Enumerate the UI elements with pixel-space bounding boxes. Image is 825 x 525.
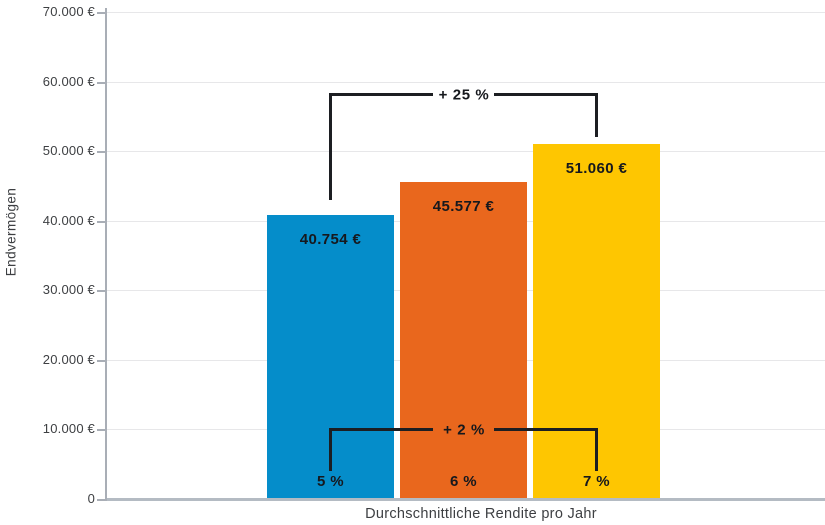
annotation-bottom-label: + 2 % (443, 421, 485, 439)
gridline (107, 82, 825, 83)
y-tick-label: 0 (87, 491, 95, 506)
y-axis-title: Endvermögen (3, 187, 19, 277)
y-tick-label: 70.000 € (42, 4, 95, 19)
annotation-top-label: + 25 % (438, 86, 490, 104)
bar-category-label: 5 % (316, 473, 345, 490)
annotation-top-drop-left (329, 93, 332, 200)
y-tick-mark (97, 221, 107, 223)
y-axis-line (105, 8, 107, 500)
annotation-top-drop-right (595, 93, 598, 137)
y-tick-mark (97, 12, 107, 14)
y-tick-label: 50.000 € (42, 143, 95, 158)
annotation-top-line-left (329, 93, 433, 96)
y-tick-label: 40.000 € (42, 213, 95, 228)
bar-value-label: 51.060 € (565, 160, 628, 177)
y-tick-label: 20.000 € (42, 352, 95, 367)
y-tick-label: 10.000 € (42, 421, 95, 436)
annotation-bottom-drop-left (329, 428, 332, 471)
annotation-bottom-line-left (329, 428, 433, 431)
bar-6%: 45.577 € 6 % (400, 182, 527, 498)
annotation-bottom-line-right (494, 428, 598, 431)
y-tick-label: 60.000 € (42, 74, 95, 89)
x-axis-title: Durchschnittliche Rendite pro Jahr (365, 506, 597, 522)
bar-value-label: 40.754 € (299, 231, 362, 248)
gridline (107, 151, 825, 152)
bar-category-label: 6 % (449, 473, 478, 490)
x-axis-line (107, 498, 825, 501)
y-tick-label: 30.000 € (42, 282, 95, 297)
annotation-bottom-drop-right (595, 428, 598, 471)
y-tick-mark (97, 82, 107, 84)
y-tick-mark (97, 499, 107, 501)
bar-value-label: 45.577 € (432, 198, 495, 215)
y-tick-mark (97, 360, 107, 362)
annotation-top-line-right (494, 93, 598, 96)
y-tick-mark (97, 290, 107, 292)
bar-category-label: 7 % (582, 473, 611, 490)
y-tick-mark (97, 429, 107, 431)
gridline (107, 12, 825, 13)
y-tick-mark (97, 151, 107, 153)
